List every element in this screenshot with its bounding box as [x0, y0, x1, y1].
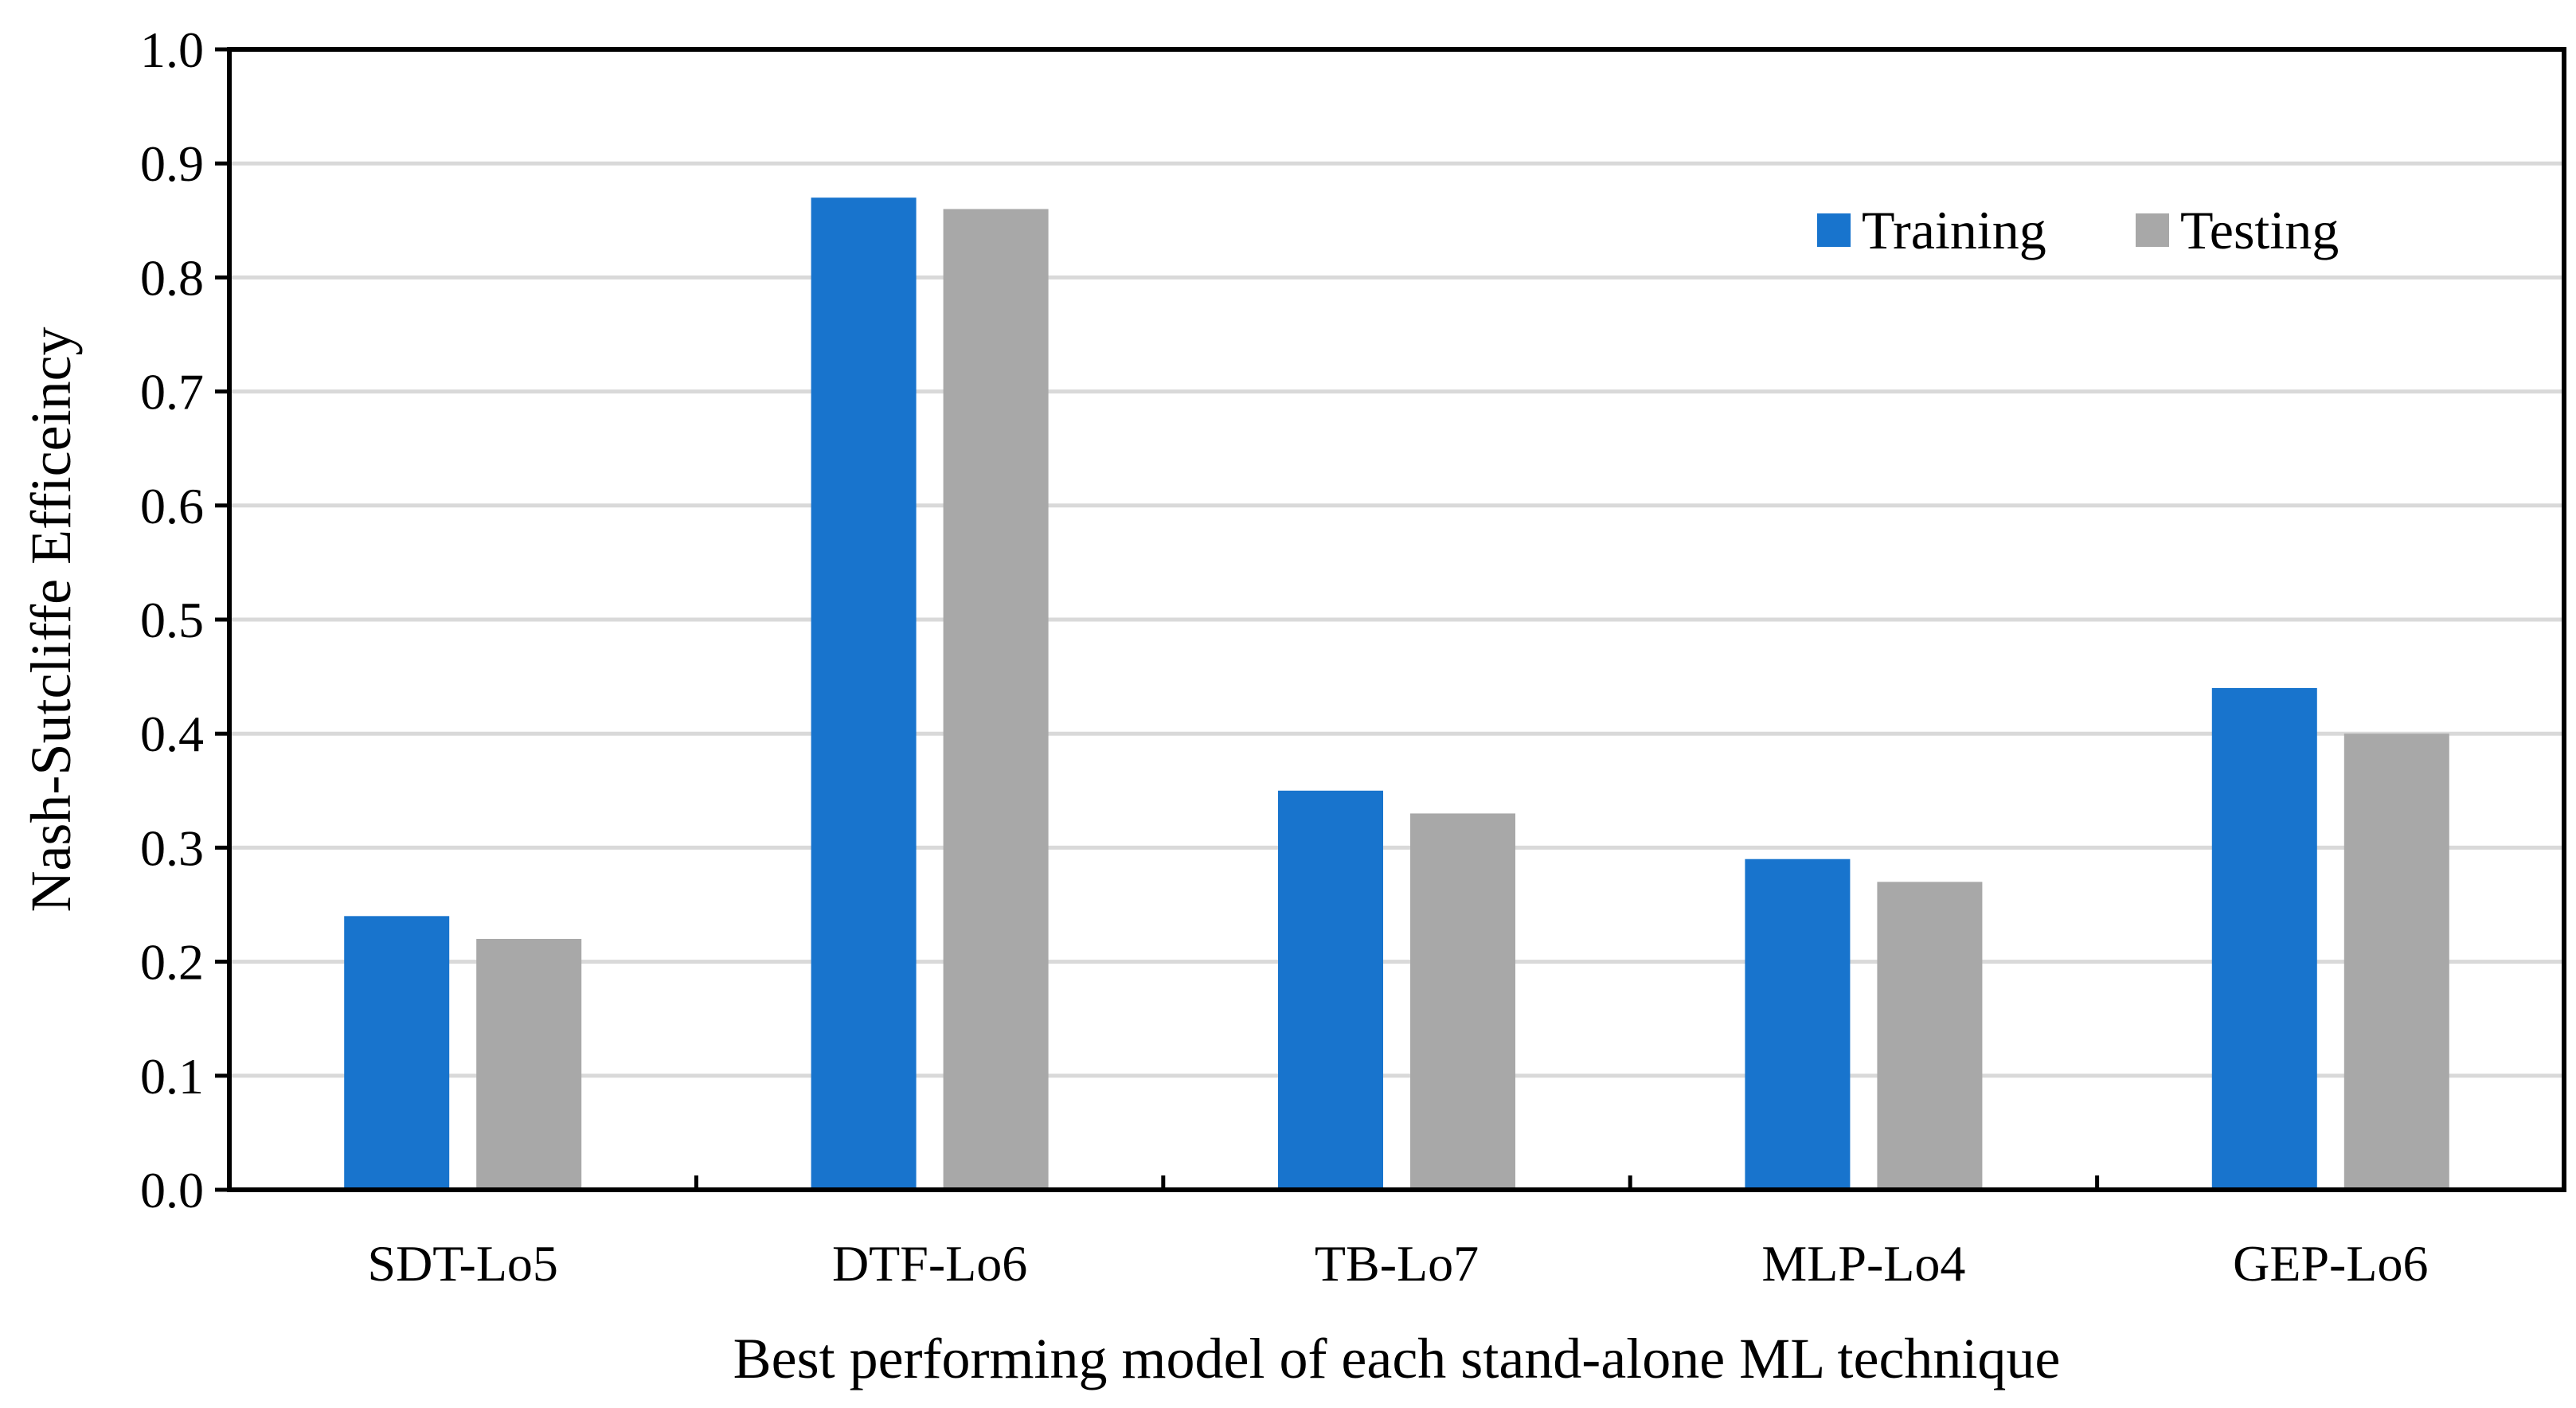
bar-training-sdt-lo5	[344, 916, 450, 1190]
bar-training-tb-lo7	[1278, 790, 1383, 1190]
bar-testing-mlp-lo4	[1877, 882, 1983, 1190]
gridlines	[229, 161, 2564, 1078]
bar-testing-gep-lo6	[2343, 733, 2449, 1190]
y-tick-label: 0.4	[140, 706, 204, 762]
bar-training-gep-lo6	[2211, 687, 2317, 1190]
x-category-label: TB-Lo7	[1315, 1235, 1479, 1292]
x-category-label: DTF-Lo6	[832, 1235, 1027, 1292]
y-axis-title: Nash-Sutcliffe Efficeincy	[19, 327, 83, 912]
y-tick-label: 1.0	[140, 22, 204, 78]
y-tick-label: 0.9	[140, 135, 204, 192]
y-tick-label: 0.8	[140, 249, 204, 306]
legend-label-training: Training	[1862, 200, 2046, 260]
bar-training-dtf-lo6	[811, 198, 917, 1190]
x-category-label: GEP-Lo6	[2233, 1235, 2428, 1292]
x-axis-category-labels: SDT-Lo5 DTF-Lo6 TB-Lo7 MLP-Lo4 GEP-Lo6	[367, 1235, 2428, 1292]
x-category-label: SDT-Lo5	[367, 1235, 557, 1292]
y-tick-label: 0.1	[140, 1048, 204, 1105]
legend-label-testing: Testing	[2180, 200, 2339, 260]
bar-testing-sdt-lo5	[476, 938, 582, 1190]
x-axis-ticks	[694, 1175, 2100, 1190]
y-tick-label: 0.7	[140, 364, 204, 420]
y-axis-ticks: 0.0 0.1 0.2 0.3 0.4 0.5 0.6 0.7 0.8 0.9 1.0	[140, 22, 229, 1218]
x-axis-title: Best performing model of each stand-alon…	[733, 1327, 2061, 1390]
bars	[344, 198, 2449, 1191]
bar-testing-dtf-lo6	[943, 209, 1049, 1191]
y-tick-label: 0.3	[140, 819, 204, 876]
y-tick-label: 0.0	[140, 1162, 204, 1218]
legend-swatch-training	[1817, 213, 1851, 247]
y-tick-label: 0.2	[140, 934, 204, 991]
bar-testing-tb-lo7	[1410, 813, 1515, 1190]
legend-swatch-testing	[2136, 213, 2169, 247]
bar-training-mlp-lo4	[1745, 858, 1851, 1190]
legend: Training Testing	[1817, 200, 2339, 260]
x-category-label: MLP-Lo4	[1761, 1235, 1965, 1292]
y-tick-label: 0.5	[140, 592, 204, 648]
y-tick-label: 0.6	[140, 478, 204, 534]
